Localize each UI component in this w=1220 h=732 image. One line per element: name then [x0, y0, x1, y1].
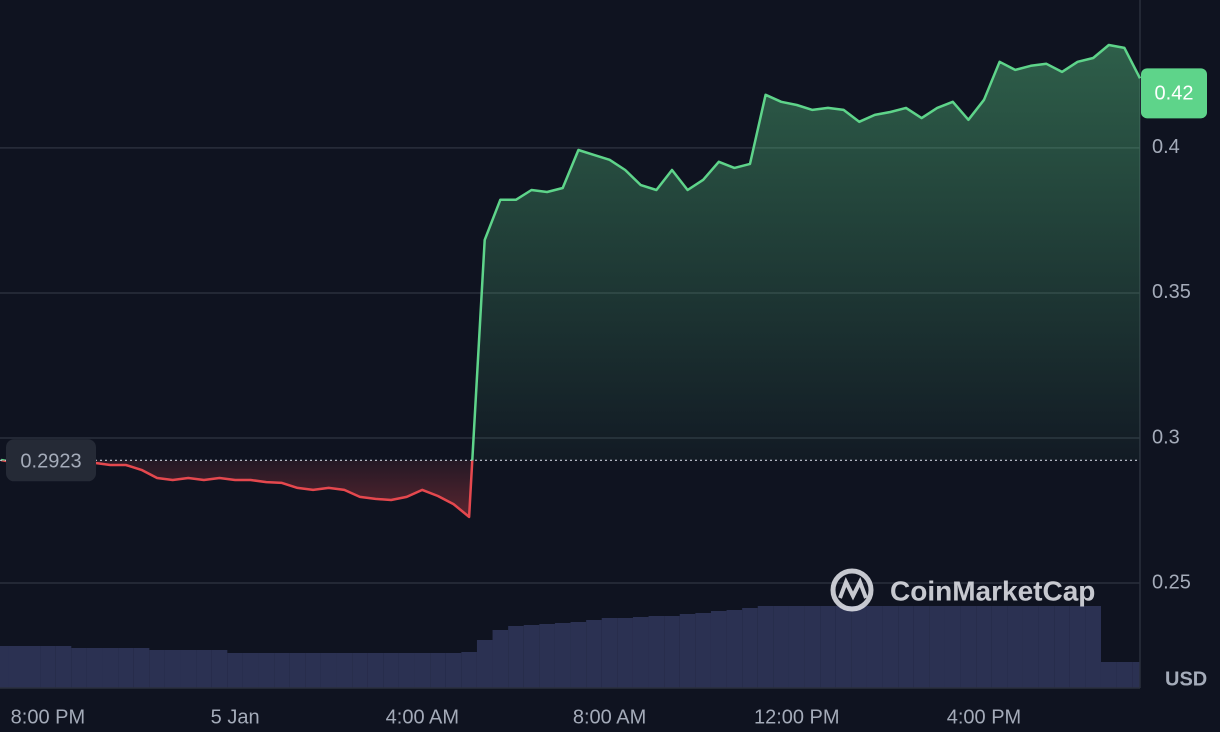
volume-bar	[1116, 662, 1133, 688]
volume-bar	[554, 623, 571, 688]
volume-bar	[86, 648, 103, 688]
volume-bar	[211, 650, 228, 688]
volume-bar	[944, 606, 961, 688]
volume-bar	[180, 650, 197, 688]
volume-bar	[664, 616, 680, 688]
volume-bar	[149, 650, 165, 688]
volume-bar	[508, 626, 524, 688]
volume-bar	[539, 624, 555, 688]
volume-bar	[492, 630, 509, 688]
volume-bar	[570, 622, 587, 688]
volume-bar	[227, 653, 243, 688]
y-tick-label: 0.4	[1152, 136, 1180, 158]
volume-bar	[632, 617, 649, 688]
volume-bar	[133, 648, 150, 688]
axis-unit: USD	[1165, 668, 1207, 690]
volume-bar	[1085, 606, 1101, 688]
volume-bar	[258, 653, 275, 688]
volume-bar	[164, 650, 181, 688]
volume-bar	[523, 625, 540, 688]
price-tag-label: 0.42	[1155, 83, 1194, 105]
volume-bar	[851, 606, 867, 688]
volume-bar	[991, 606, 1008, 688]
volume-bar	[1100, 662, 1117, 688]
volume-bar	[1069, 606, 1086, 688]
x-tick-label: 8:00 PM	[11, 706, 85, 728]
volume-bar	[1054, 606, 1070, 688]
x-tick-label: 8:00 AM	[573, 706, 646, 728]
volume-bar	[461, 652, 477, 688]
volume-bar	[430, 653, 446, 688]
volume-bar	[929, 606, 945, 688]
y-tick-label: 0.25	[1152, 571, 1191, 593]
volume-bar	[1007, 606, 1023, 688]
volume-bar	[804, 606, 821, 688]
volume-bar	[648, 616, 665, 688]
volume-bar	[8, 646, 25, 688]
volume-bar	[601, 618, 618, 688]
volume-bar	[24, 646, 41, 688]
volume-bar	[1132, 662, 1140, 688]
volume-bar	[398, 653, 415, 688]
volume-bar	[586, 620, 602, 688]
volume-bar	[960, 606, 977, 688]
x-tick-label: 4:00 PM	[947, 706, 1021, 728]
x-tick-label: 5 Jan	[211, 706, 260, 728]
volume-bar	[882, 606, 899, 688]
volume-bar	[617, 618, 633, 688]
price-line	[0, 43, 1142, 519]
plot-area: 0.25 0.3 0.35 0.4 8:00 PM 5 Jan 4:00 AM 8:00 AM…	[0, 0, 1191, 728]
watermark-text: CoinMarketCap	[890, 575, 1095, 606]
volume-bar	[726, 610, 743, 688]
y-tick-label: 0.35	[1152, 281, 1191, 303]
volume-bar	[289, 653, 306, 688]
baseline-tag	[6, 439, 96, 482]
x-tick-label: 12:00 PM	[754, 706, 840, 728]
price-tag	[1141, 68, 1207, 119]
volume-bar	[305, 653, 321, 688]
volume-bar	[476, 640, 493, 688]
volume-bar	[40, 646, 56, 688]
volume-bar	[242, 653, 259, 688]
volume-bar	[71, 648, 87, 688]
volume-bar	[336, 653, 353, 688]
volume-bar	[118, 648, 134, 688]
volume-bar	[274, 653, 290, 688]
volume-bar	[367, 653, 384, 688]
volume-bar	[866, 606, 883, 688]
volume-bar	[913, 606, 930, 688]
volume-bar	[1038, 606, 1055, 688]
volume-bar	[352, 653, 368, 688]
volume-bar	[320, 653, 337, 688]
logo-ring	[830, 568, 874, 612]
baseline-label: 0.2923	[20, 451, 81, 473]
logo-mark	[838, 577, 868, 601]
volume-bar	[820, 606, 836, 688]
volume-bar	[757, 606, 774, 688]
volume-bar	[695, 613, 711, 688]
volume-bar	[976, 606, 992, 688]
volume-bar	[445, 653, 462, 688]
x-tick-label: 4:00 AM	[386, 706, 459, 728]
volume-bar	[710, 611, 727, 688]
volume-bar	[383, 653, 399, 688]
volume-bar	[742, 608, 758, 688]
volume-bar	[414, 653, 431, 688]
volume-bar	[835, 606, 852, 688]
volume-bar	[679, 614, 696, 688]
volume-bar	[102, 648, 119, 688]
volume-bar	[55, 646, 72, 688]
volume-bar	[898, 606, 914, 688]
volume-bar	[788, 606, 805, 688]
volume-bar	[1022, 606, 1039, 688]
y-tick-label: 0.3	[1152, 426, 1180, 448]
volume-bar	[773, 606, 789, 688]
watermark: CoinMarketCap	[830, 568, 1095, 612]
price-area	[1, 45, 1141, 517]
volume-bar	[196, 650, 212, 688]
